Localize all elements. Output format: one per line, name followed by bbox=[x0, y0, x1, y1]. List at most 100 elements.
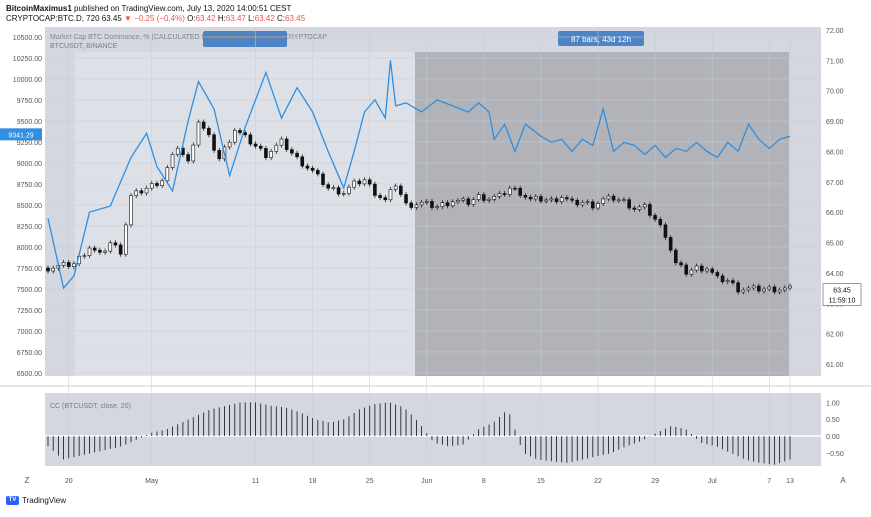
candle-body bbox=[539, 196, 543, 202]
candle-body bbox=[196, 121, 201, 146]
candle-body bbox=[772, 286, 777, 293]
btc-dominance-line bbox=[47, 60, 791, 290]
shaded-range-light bbox=[75, 52, 415, 376]
z-toggle[interactable]: Z bbox=[25, 476, 30, 485]
candle-body bbox=[570, 198, 574, 201]
price-change: −0.25 (−0.4%) bbox=[134, 14, 185, 23]
candle-body bbox=[238, 130, 242, 133]
open-value: 63.42 bbox=[195, 14, 216, 23]
overlay-title: Market Cap BTC Dominance, % (CALCULATED … bbox=[50, 34, 327, 41]
x-tick-label: 11 bbox=[252, 478, 259, 485]
candle-body bbox=[461, 198, 465, 201]
candle-body bbox=[248, 134, 253, 145]
auto-scale-toggle[interactable]: A bbox=[840, 476, 846, 485]
candle-body bbox=[725, 280, 730, 283]
candle-body bbox=[637, 206, 642, 210]
tradingview-brand: TradingView bbox=[22, 496, 67, 505]
candle-body bbox=[528, 196, 533, 200]
candle-body bbox=[87, 247, 92, 256]
candle-body bbox=[533, 196, 538, 200]
publisher-name: BitcoinMaximus1 bbox=[6, 4, 72, 13]
range-badge-left bbox=[203, 31, 287, 47]
candle-body bbox=[668, 237, 673, 251]
right-tick-label: 66.00 bbox=[826, 210, 844, 217]
candle-body bbox=[367, 179, 372, 185]
candle-body bbox=[757, 285, 761, 292]
candle-body bbox=[414, 204, 419, 208]
candle-body bbox=[456, 200, 460, 203]
candle-body bbox=[388, 189, 393, 201]
overlay-symbol: BTCUSDT, BINANCE bbox=[50, 43, 118, 50]
candle-body bbox=[336, 187, 341, 195]
tradingview-logo-icon: TV bbox=[6, 496, 19, 505]
candle-body bbox=[357, 180, 362, 185]
candle-body bbox=[642, 204, 647, 208]
left-tick-label: 6500.00 bbox=[17, 371, 42, 378]
candle-body bbox=[326, 184, 330, 189]
oscillator-pane-bg bbox=[45, 393, 821, 466]
candle-body bbox=[622, 199, 626, 201]
left-tick-label: 7750.00 bbox=[17, 266, 42, 273]
candle-body bbox=[523, 195, 528, 198]
oscillator-tick-label: 1.00 bbox=[826, 400, 840, 407]
candle-body bbox=[279, 138, 284, 146]
oscillator-tick-label: −0.50 bbox=[826, 451, 844, 458]
right-tick-label: 61.00 bbox=[826, 362, 844, 369]
candle-body bbox=[751, 285, 756, 289]
right-tick-label: 62.00 bbox=[826, 332, 844, 339]
candle-body bbox=[393, 185, 398, 190]
candle-body bbox=[663, 224, 668, 238]
candle-body bbox=[653, 215, 657, 220]
candle-body bbox=[232, 130, 237, 143]
oscillator-title: CC (BTCUSDT, close, 20) bbox=[50, 403, 131, 410]
candle-body bbox=[316, 170, 320, 175]
candle-body bbox=[440, 202, 445, 207]
candle-body bbox=[445, 202, 450, 207]
candle-body bbox=[383, 197, 388, 201]
candle-body bbox=[648, 204, 652, 216]
candle-body bbox=[508, 187, 512, 195]
candle-body bbox=[513, 187, 517, 190]
candle-body bbox=[736, 282, 740, 293]
candle-body bbox=[606, 195, 611, 200]
candle-body bbox=[300, 156, 305, 167]
candle-body bbox=[616, 199, 621, 202]
candle-body bbox=[108, 242, 113, 252]
right-tick-label: 65.00 bbox=[826, 241, 844, 248]
candle-body bbox=[679, 262, 683, 266]
candle-body bbox=[201, 121, 206, 129]
candle-body bbox=[103, 250, 107, 253]
right-tick-label: 67.00 bbox=[826, 180, 844, 187]
high-label: H: bbox=[217, 14, 226, 23]
candle-body bbox=[482, 194, 486, 201]
candle-body bbox=[217, 150, 222, 160]
candle-body bbox=[783, 287, 787, 291]
candle-body bbox=[290, 149, 294, 154]
candle-body bbox=[767, 286, 772, 290]
candle-body bbox=[575, 199, 580, 206]
left-tick-label: 9500.00 bbox=[17, 119, 42, 126]
low-value: 63.42 bbox=[254, 14, 275, 23]
candle-body bbox=[274, 144, 279, 152]
left-tick-label: 8000.00 bbox=[17, 245, 42, 252]
candle-body bbox=[435, 206, 439, 208]
x-tick-label: 7 bbox=[767, 478, 771, 485]
candle-body bbox=[118, 244, 123, 255]
tradingview-logo: TV TradingView bbox=[6, 496, 66, 505]
range-badge-text: 87 bars, 43d 12h bbox=[571, 35, 631, 44]
candle-body bbox=[113, 242, 118, 246]
candle-body bbox=[424, 201, 429, 203]
left-tick-label: 9000.00 bbox=[17, 161, 42, 168]
shaded-range-dark bbox=[415, 52, 789, 376]
candle-body bbox=[253, 143, 258, 147]
candle-body bbox=[777, 289, 782, 293]
high-value: 63.47 bbox=[225, 14, 246, 23]
candle-body bbox=[466, 198, 471, 205]
right-price-marker-text: 63.45 bbox=[833, 288, 851, 295]
last-price: 63.45 bbox=[101, 14, 122, 23]
left-tick-label: 7000.00 bbox=[17, 329, 42, 336]
oscillator-tick-label: 0.00 bbox=[826, 434, 840, 441]
candle-body bbox=[321, 173, 325, 185]
candle-body bbox=[404, 194, 408, 204]
